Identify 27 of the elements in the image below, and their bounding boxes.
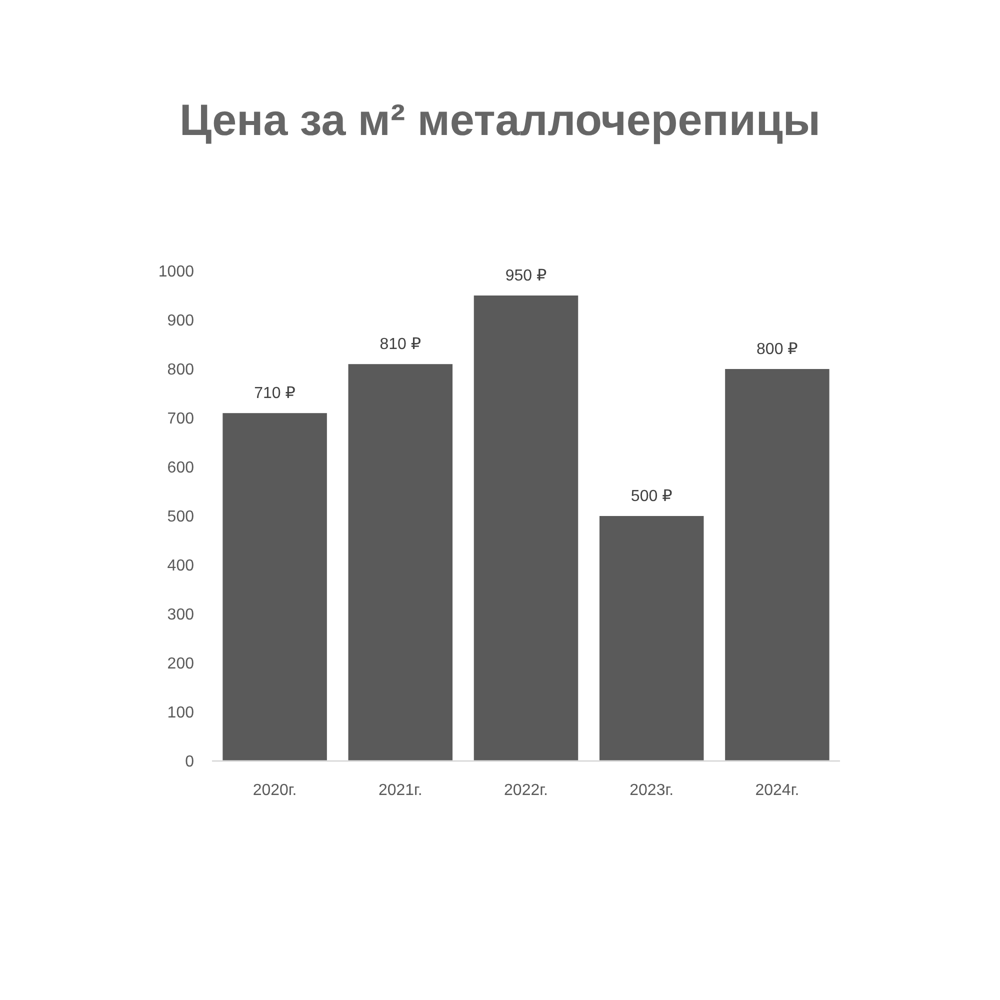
y-tick-label: 300 xyxy=(167,606,194,624)
data-label: 710 ₽ xyxy=(254,385,296,402)
y-tick-label: 400 xyxy=(167,558,194,575)
y-tick-label: 200 xyxy=(167,656,194,673)
x-tick-label: 2023г. xyxy=(630,782,674,799)
x-tick-label: 2022г. xyxy=(504,782,548,799)
data-label: 500 ₽ xyxy=(630,488,672,505)
bar xyxy=(599,516,704,761)
x-tick-label: 2020г. xyxy=(252,782,297,799)
data-label: 800 ₽ xyxy=(756,341,798,358)
bar xyxy=(474,296,578,761)
data-label: 950 ₽ xyxy=(505,268,547,284)
y-tick-label: 800 xyxy=(167,362,194,379)
bar xyxy=(725,369,830,761)
y-tick-label: 700 xyxy=(167,410,194,428)
y-tick-label: 600 xyxy=(167,460,194,477)
bar xyxy=(222,413,327,761)
y-tick-label: 100 xyxy=(167,704,194,722)
y-tick-label: 0 xyxy=(185,754,194,771)
y-tick-label: 900 xyxy=(167,312,194,330)
x-tick-label: 2021г. xyxy=(378,782,422,799)
x-tick-label: 2024г. xyxy=(755,782,800,799)
data-label: 810 ₽ xyxy=(380,336,422,354)
chart-title: Цена за м² металлочерепицы xyxy=(179,96,821,145)
bar xyxy=(348,364,453,761)
y-tick-label: 1000 xyxy=(158,264,194,281)
y-tick-label: 500 xyxy=(167,508,194,526)
